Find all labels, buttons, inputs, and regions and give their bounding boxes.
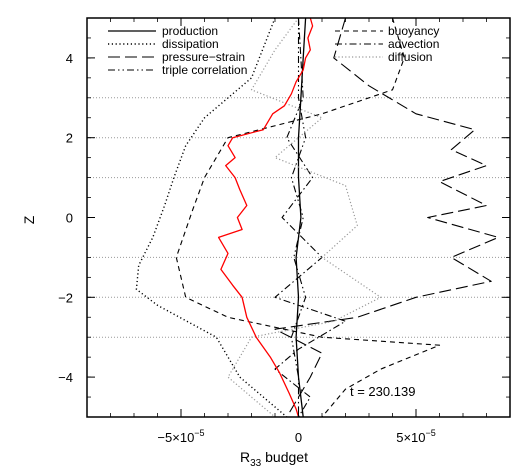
y-axis-label: Z bbox=[21, 215, 37, 224]
series-production bbox=[295, 17, 307, 418]
legend-label: pressure−strain bbox=[162, 50, 245, 64]
x-axis-label-main: R bbox=[240, 449, 250, 465]
series-triple-correlation bbox=[290, 18, 307, 417]
x-axis-label: R33 budget bbox=[240, 449, 308, 469]
series-total bbox=[217, 17, 314, 418]
series-pressure-strain bbox=[274, 17, 499, 418]
y-tick-label: 4 bbox=[66, 51, 73, 66]
x-tick-label: 0 bbox=[295, 430, 302, 445]
y-tick-label: −2 bbox=[58, 290, 73, 305]
y-tick-label: −4 bbox=[58, 370, 73, 385]
legend-label: triple correlation bbox=[162, 63, 247, 77]
legend-label: advection bbox=[388, 37, 439, 51]
series-diffusion bbox=[227, 17, 382, 418]
legend-label: dissipation bbox=[162, 37, 219, 51]
series-dissipation bbox=[135, 17, 288, 418]
series-advection bbox=[274, 17, 347, 418]
legend-label: buoyancy bbox=[388, 24, 439, 38]
time-annotation: t = 230.139 bbox=[350, 384, 415, 399]
x-tick-label: −5×10−5 bbox=[157, 428, 204, 445]
ticks-layer: −5×10−5 0 5×10−5 −4 −2 0 2 4 bbox=[58, 17, 511, 445]
series-layer bbox=[135, 17, 499, 418]
legend-label: diffusion bbox=[388, 50, 432, 64]
x-axis-label-subscript: 33 bbox=[250, 458, 262, 469]
x-axis-label-suffix: budget bbox=[261, 449, 308, 465]
legend: productiondissipationpressure−straintrip… bbox=[108, 24, 439, 77]
y-tick-label: 0 bbox=[66, 211, 73, 226]
legend-label: production bbox=[162, 24, 218, 38]
x-tick-label: 5×10−5 bbox=[396, 428, 436, 445]
series-buoyancy bbox=[175, 17, 441, 418]
y-tick-label: 2 bbox=[66, 131, 73, 146]
